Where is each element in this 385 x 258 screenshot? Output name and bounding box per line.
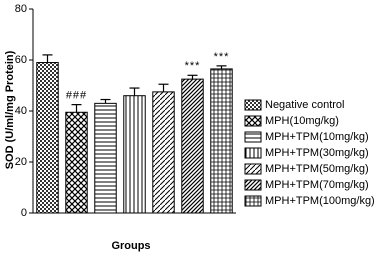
legend-label: MPH+TPM(50mg/kg) xyxy=(265,163,369,175)
x-axis-title: Groups xyxy=(111,240,150,252)
legend-swatch xyxy=(244,147,262,159)
legend-label: MPH+TPM(10mg/kg) xyxy=(265,131,369,143)
y-tick-label: 80 xyxy=(15,3,27,15)
bar xyxy=(94,102,117,214)
y-tick-label: 20 xyxy=(15,156,27,168)
y-axis-title: SOD (U/ml/mg Protein) xyxy=(4,50,16,169)
bar xyxy=(210,68,233,214)
legend-label: MPH+TPM(70mg/kg) xyxy=(265,179,369,191)
annotation: ### xyxy=(66,90,87,102)
legend-label: MPH+TPM(100mg/kg) xyxy=(265,195,375,207)
legend-label: MPH+TPM(30mg/kg) xyxy=(265,147,369,159)
legend-swatch xyxy=(244,195,262,207)
legend-swatch xyxy=(244,99,262,111)
annotation: *** xyxy=(185,60,201,72)
annotation: *** xyxy=(214,51,230,63)
y-tick-label: 60 xyxy=(15,54,27,66)
legend-swatch xyxy=(244,179,262,191)
bar xyxy=(65,111,88,214)
legend-label: MPH(10mg/kg) xyxy=(265,115,339,127)
legend-swatch xyxy=(244,131,262,143)
y-tick-label: 0 xyxy=(21,207,27,219)
bar xyxy=(36,62,59,214)
bar xyxy=(123,95,146,214)
legend-swatch xyxy=(244,115,262,127)
bar xyxy=(181,78,204,214)
legend-label: Negative control xyxy=(265,99,345,111)
y-tick-label: 40 xyxy=(15,105,27,117)
bar xyxy=(152,91,175,214)
legend-swatch xyxy=(244,163,262,175)
